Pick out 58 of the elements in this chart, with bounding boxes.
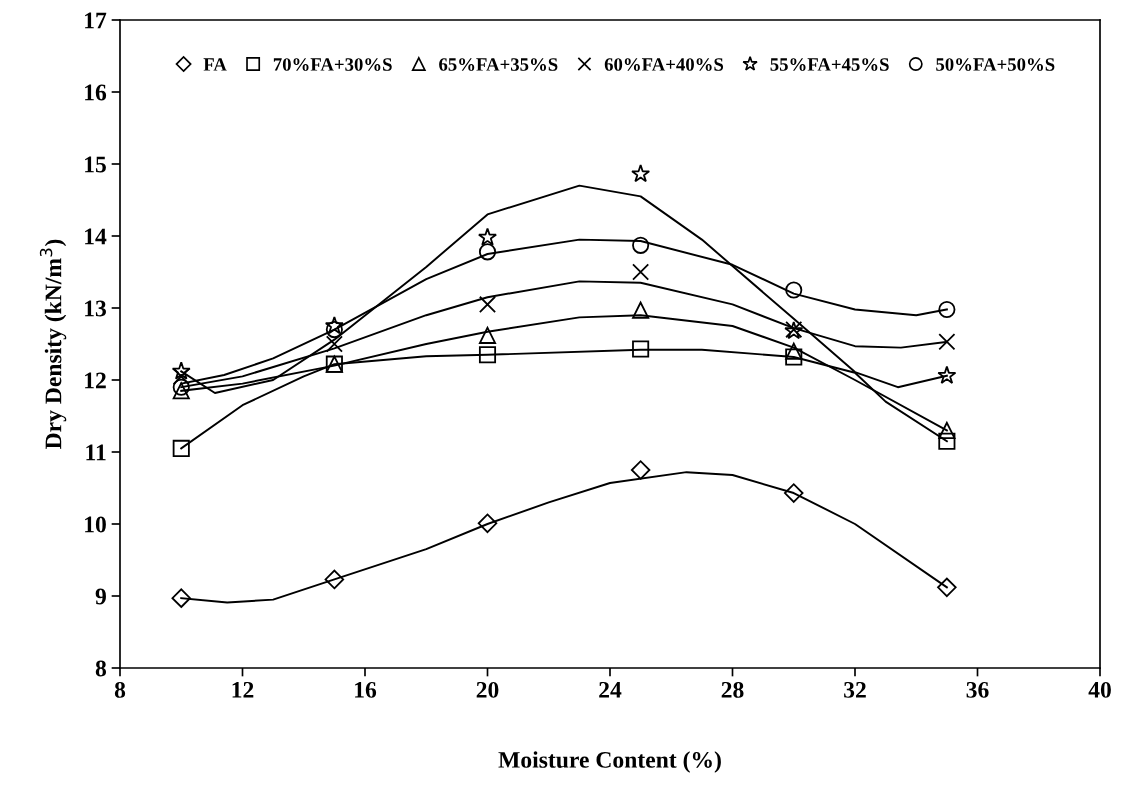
point [172,382,190,400]
point [478,295,497,313]
y-tick-label: 10 [85,516,106,533]
point [324,569,345,590]
legend-label: FA [203,58,227,71]
point [171,361,191,380]
legend-label: 50%FA+50%S [936,58,1055,71]
point [632,301,650,319]
point [478,243,497,261]
legend-label: 55%FA+45%S [770,58,889,71]
point [477,513,498,534]
point [937,365,957,384]
x-tick-label: 24 [599,681,622,698]
point [632,236,650,254]
legend-label: 65%FA+35%S [439,58,558,71]
point [171,588,191,608]
y-tick-label: 14 [85,228,107,245]
point [630,460,651,480]
point [172,378,190,396]
y-tick-label: 12 [85,372,106,389]
legend-label: 70%FA+30%S [273,58,392,71]
y-tick-label: 11 [86,444,106,461]
y-tick-label: 9 [95,588,106,605]
point [172,439,190,457]
x-axis-title: Moisture Content (%) [498,751,721,773]
point [937,577,957,598]
x-tick-label: 20 [476,681,499,698]
x-tick-label: 36 [966,681,989,698]
point [478,346,497,364]
y-axis-title: Dry Density (kN/m$^{3}$) [39,239,67,450]
x-tick-label: 8 [114,681,126,698]
point [785,342,803,360]
point [938,421,956,439]
point [785,348,803,366]
x-tick-label: 28 [721,681,744,698]
point [938,300,956,318]
y-tick-label: 13 [85,300,106,317]
point [632,340,650,358]
x-tick-label: 16 [355,681,377,698]
y-tick-label: 16 [85,84,107,101]
y-tick-label: 15 [85,156,106,173]
point [785,281,803,299]
legend-label: 60%FA+40%S [604,58,724,71]
point [324,316,344,335]
point [325,335,343,353]
point [632,263,650,281]
x-tick-label: 32 [844,681,866,698]
y-tick-label: 8 [95,660,107,677]
y-tick-label: 17 [85,12,107,29]
x-tick-label: 40 [1088,681,1111,698]
point [478,227,497,246]
point [325,321,343,339]
point [478,326,497,344]
point [784,483,804,503]
point [938,432,956,450]
point [631,164,651,183]
point [938,333,956,351]
x-tick-label: 12 [232,681,254,698]
